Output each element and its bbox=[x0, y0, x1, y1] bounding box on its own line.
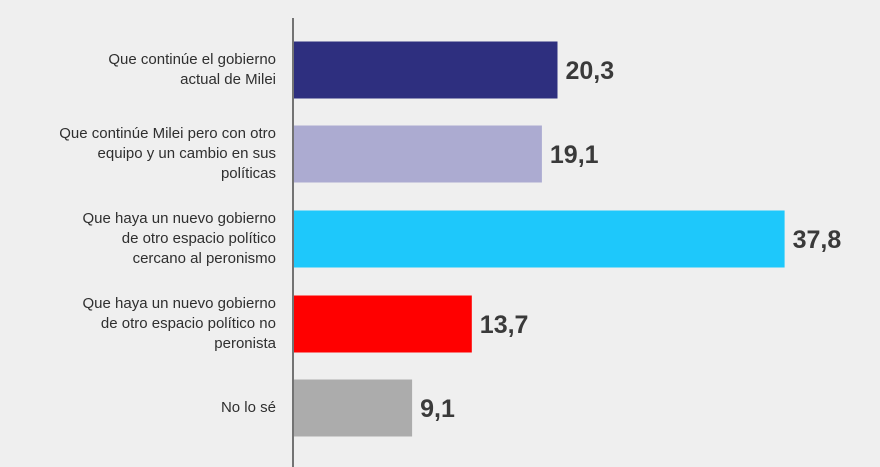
category-label-line: políticas bbox=[220, 165, 276, 182]
value-label-3: 37,8 bbox=[793, 226, 842, 254]
category-label-line: equipo y un cambio en sus bbox=[97, 145, 276, 162]
category-label-line: de otro espacio político no bbox=[100, 315, 276, 332]
bar-4 bbox=[294, 295, 472, 353]
category-label-3: Que haya un nuevo gobierno de otro espaci… bbox=[6, 209, 276, 269]
bar-2 bbox=[294, 125, 542, 183]
value-label-5: 9,1 bbox=[420, 395, 455, 423]
value-label-1: 20,3 bbox=[566, 57, 615, 85]
value-label-2: 19,1 bbox=[550, 141, 599, 169]
category-label-line: actual de Milei bbox=[180, 71, 276, 88]
category-label-1: Que continúe el gobierno actual de Milei bbox=[6, 50, 276, 90]
category-label-line: Que haya un nuevo gobierno bbox=[82, 295, 276, 312]
bar-3 bbox=[294, 210, 785, 268]
category-label-line: Que continúe Milei pero con otro bbox=[59, 125, 276, 142]
category-label-line: Que haya un nuevo gobierno bbox=[82, 210, 276, 227]
category-label-line: peronista bbox=[214, 335, 276, 352]
bar-5 bbox=[294, 379, 413, 437]
category-label-5: No lo sé bbox=[6, 398, 276, 418]
category-label-4: Que haya un nuevo gobierno de otro espaci… bbox=[6, 294, 276, 354]
bar-1 bbox=[294, 41, 558, 99]
category-label-line: cercano al peronismo bbox=[132, 250, 276, 267]
category-label-line: de otro espacio político bbox=[121, 230, 276, 247]
category-label-line: No lo sé bbox=[220, 399, 276, 416]
category-label-2: Que continúe Milei pero con otro equipo y… bbox=[6, 124, 276, 184]
category-label-line: Que continúe el gobierno bbox=[108, 51, 276, 68]
value-label-4: 13,7 bbox=[480, 311, 529, 339]
